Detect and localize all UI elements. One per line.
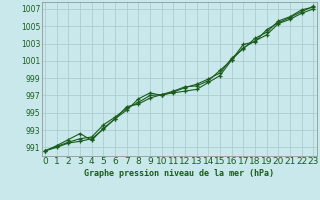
X-axis label: Graphe pression niveau de la mer (hPa): Graphe pression niveau de la mer (hPa) — [84, 169, 274, 178]
